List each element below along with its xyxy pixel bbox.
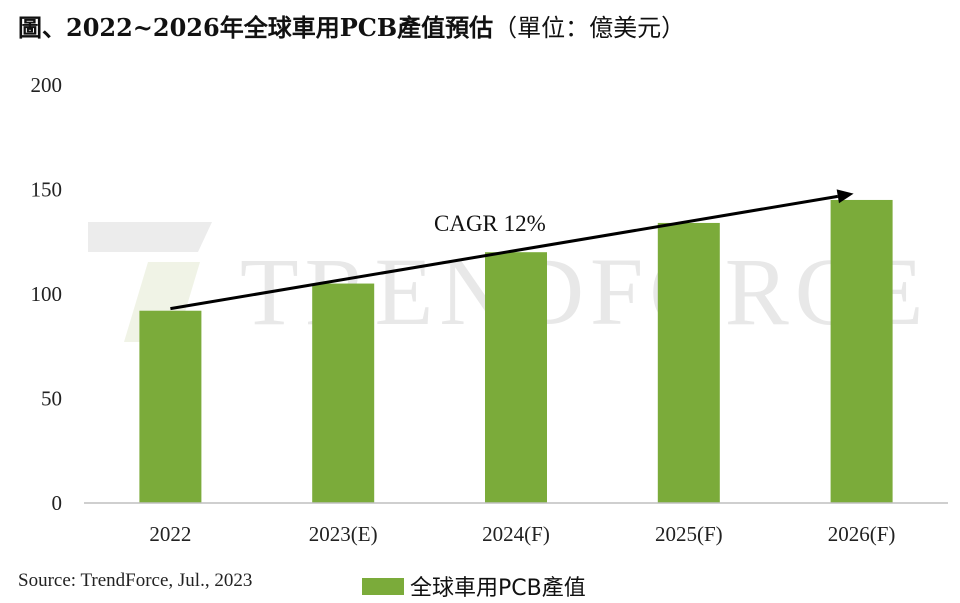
y-tick-label: 100	[31, 282, 63, 306]
cagr-annotation: CAGR 12%	[170, 189, 854, 311]
x-tick-label: 2026(F)	[828, 522, 896, 546]
x-tick-label: 2025(F)	[655, 522, 723, 546]
chart-title: 圖、2022~2026年全球車用PCB產值預估（單位：億美元）	[18, 8, 685, 43]
y-axis: 0 50 100 150 200	[31, 73, 63, 515]
bar	[312, 283, 375, 503]
y-tick-label: 50	[41, 387, 62, 411]
chart-title-main: 圖、2022~2026年全球車用PCB產值預估	[18, 13, 494, 42]
cagr-label: CAGR 12%	[434, 211, 546, 236]
legend: 全球車用PCB產值	[362, 570, 586, 602]
bar-series	[139, 199, 893, 503]
bar	[657, 222, 720, 503]
legend-swatch	[362, 577, 404, 595]
x-tick-label: 2024(F)	[482, 522, 550, 546]
watermark-logo-icon	[88, 222, 212, 252]
y-tick-label: 150	[31, 178, 63, 202]
x-tick-label: 2023(E)	[309, 522, 378, 546]
legend-label: 全球車用PCB產值	[410, 576, 586, 601]
x-axis: 2022 2023(E) 2024(F) 2025(F) 2026(F)	[149, 522, 895, 546]
source-note: Source: TrendForce, Jul., 2023	[18, 570, 253, 591]
chart-title-unit: （單位：億美元）	[493, 14, 686, 42]
y-tick-label: 0	[52, 491, 63, 515]
bar	[830, 199, 893, 503]
cagr-arrow-head-icon	[836, 189, 854, 204]
bar	[139, 310, 202, 503]
cagr-arrow	[170, 194, 839, 311]
bar	[485, 252, 547, 503]
y-tick-label: 200	[31, 73, 63, 97]
x-tick-label: 2022	[149, 522, 191, 546]
